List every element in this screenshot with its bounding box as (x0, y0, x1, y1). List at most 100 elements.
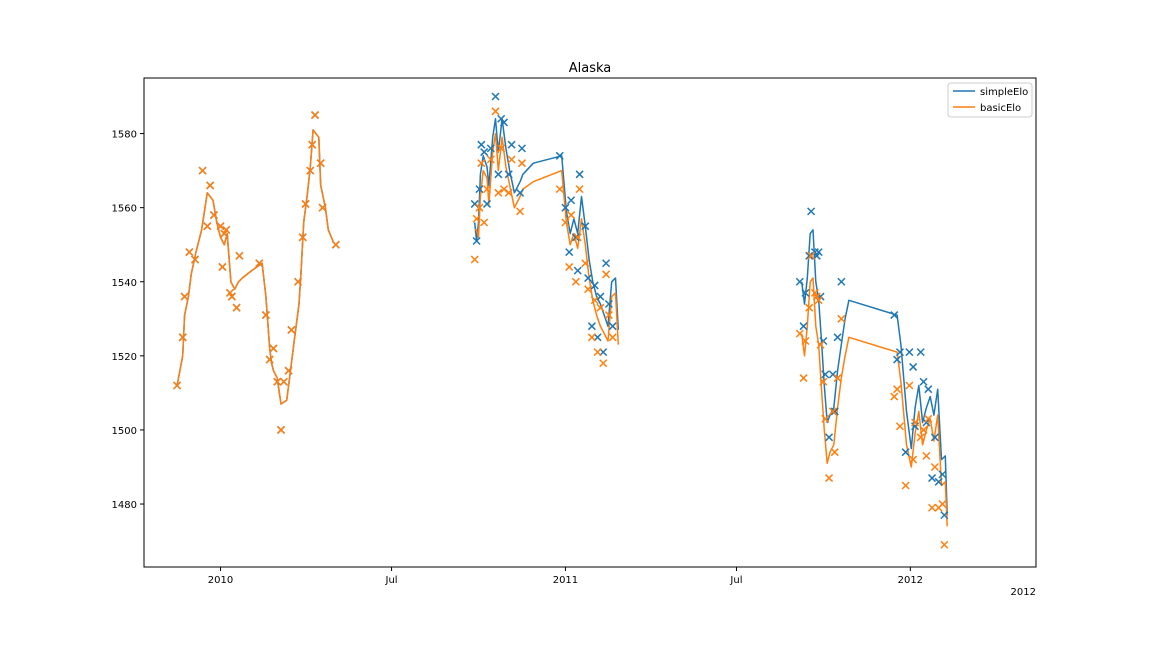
marker-basicelo-70 (805, 303, 814, 312)
marker-basicelo-98 (940, 540, 949, 549)
marker-basicelo-28 (301, 199, 310, 208)
marker-basicelo-38 (477, 159, 486, 168)
y-tick-label-2: 1520 (112, 352, 137, 363)
series-line-basicelo-segment-1 (474, 132, 620, 345)
marker-basicelo-80 (830, 448, 839, 457)
marker-basicelo-77 (821, 414, 830, 423)
marker-simpleelo-51 (561, 203, 570, 212)
marker-basicelo-85 (895, 422, 904, 431)
marker-simpleelo-83 (890, 311, 899, 320)
marker-basicelo-71 (807, 251, 816, 260)
marker-basicelo-78 (825, 474, 834, 483)
marker-basicelo-12 (222, 225, 231, 234)
marker-basicelo-56 (575, 185, 584, 194)
marker-simpleelo-93 (924, 385, 933, 394)
marker-simpleelo-58 (584, 274, 593, 283)
marker-simpleelo-97 (938, 470, 947, 479)
marker-simpleelo-90 (916, 348, 925, 357)
marker-simpleelo-80 (830, 407, 839, 416)
marker-basicelo-95 (930, 462, 939, 472)
marker-basicelo-1 (178, 333, 187, 342)
marker-simpleelo-87 (905, 348, 914, 357)
marker-basicelo-4 (190, 255, 200, 264)
x-tick-label-0: 2010 (208, 575, 233, 586)
marker-basicelo-44 (497, 144, 506, 153)
marker-basicelo-18 (261, 311, 270, 320)
x-tick-label-1: Jul (385, 575, 398, 586)
y-tick-label-1: 1500 (112, 426, 137, 437)
marker-basicelo-66 (608, 333, 617, 342)
marker-basicelo-15 (232, 303, 241, 312)
marker-basicelo-20 (269, 344, 278, 353)
x-tick-label-3: Jul (729, 575, 742, 586)
marker-simpleelo-43 (494, 170, 503, 179)
marker-basicelo-30 (308, 140, 317, 149)
marker-basicelo-36 (472, 214, 481, 223)
plot-area (143, 77, 1037, 568)
marker-simpleelo-46 (504, 170, 513, 179)
marker-simpleelo-67 (795, 277, 804, 286)
marker-simpleelo-49 (517, 144, 526, 153)
marker-basicelo-14 (227, 292, 236, 301)
marker-basicelo-48 (516, 207, 525, 216)
marker-basicelo-64 (602, 270, 611, 279)
marker-basicelo-92 (922, 451, 931, 460)
marker-basicelo-47 (507, 155, 516, 164)
marker-basicelo-69 (801, 336, 810, 346)
marker-basicelo-75 (816, 340, 825, 349)
marker-simpleelo-56 (575, 170, 584, 179)
marker-simpleelo-96 (934, 477, 943, 486)
marker-basicelo-39 (480, 218, 489, 227)
marker-basicelo-41 (486, 155, 495, 164)
marker-basicelo-90 (916, 433, 925, 442)
marker-basicelo-2 (180, 292, 189, 301)
marker-simpleelo-59 (587, 322, 596, 331)
marker-basicelo-42 (491, 107, 500, 116)
marker-simpleelo-41 (486, 144, 495, 153)
marker-simpleelo-52 (565, 248, 574, 257)
marker-basicelo-9 (216, 222, 225, 231)
marker-basicelo-76 (819, 377, 828, 386)
marker-basicelo-83 (890, 392, 899, 401)
marker-simpleelo-66 (608, 322, 617, 331)
marker-simpleelo-78 (825, 433, 834, 442)
marker-basicelo-65 (604, 311, 613, 320)
marker-simpleelo-68 (799, 322, 808, 331)
marker-basicelo-79 (828, 407, 837, 416)
series-line-basicelo-segment-0 (176, 129, 334, 405)
marker-simpleelo-42 (491, 92, 500, 101)
marker-simpleelo-86 (901, 448, 910, 457)
marker-basicelo-5 (198, 166, 207, 175)
x-axis-offset-label: 2012 (1011, 587, 1036, 598)
marker-basicelo-8 (209, 211, 218, 220)
marker-basicelo-88 (909, 455, 918, 464)
marker-basicelo-10 (218, 262, 227, 271)
marker-simpleelo-39 (480, 148, 489, 157)
marker-basicelo-23 (279, 377, 288, 386)
marker-simpleelo-47 (507, 140, 516, 149)
marker-basicelo-93 (924, 414, 933, 423)
marker-basicelo-25 (287, 325, 296, 334)
marker-basicelo-31 (310, 111, 320, 120)
marker-basicelo-46 (504, 188, 513, 197)
legend: simpleElo basicElo (947, 82, 1033, 118)
marker-simpleelo-50 (555, 151, 564, 160)
marker-simpleelo-82 (837, 277, 846, 286)
marker-basicelo-61 (593, 348, 602, 357)
marker-basicelo-0 (173, 381, 182, 390)
marker-basicelo-27 (298, 233, 307, 242)
x-tick-label-4: 2012 (898, 575, 923, 586)
marker-simpleelo-77 (821, 370, 830, 379)
series-line-simpleelo-segment-1 (473, 118, 620, 330)
marker-basicelo-29 (306, 166, 315, 175)
marker-simpleelo-40 (482, 199, 492, 208)
marker-basicelo-37 (475, 203, 484, 212)
marker-simpleelo-65 (604, 299, 613, 309)
marker-simpleelo-94 (928, 474, 937, 483)
marker-basicelo-35 (470, 255, 479, 264)
marker-simpleelo-81 (833, 333, 842, 342)
marker-basicelo-59 (587, 333, 596, 342)
legend-label-simpleelo: simpleElo (980, 87, 1028, 98)
